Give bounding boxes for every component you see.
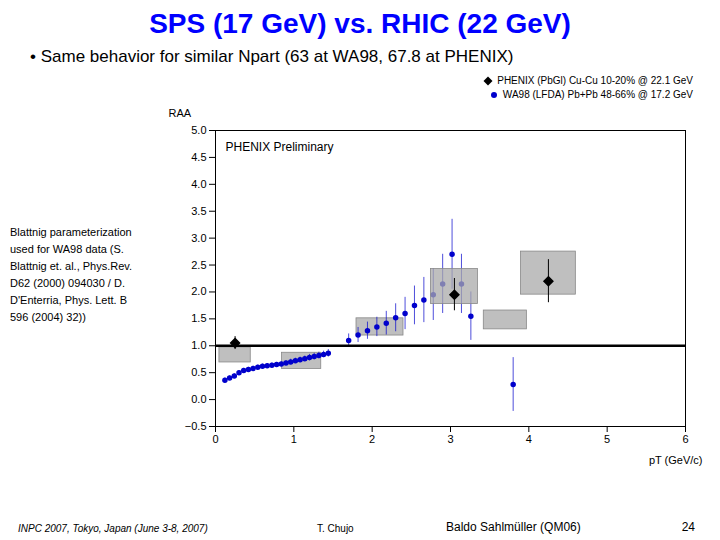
svg-text:2: 2 xyxy=(369,433,375,445)
svg-text:5: 5 xyxy=(604,433,610,445)
html-text:PHENIX (PbGl) Cu-Cu 10-20% @ 2: PHENIX (PbGl) Cu-Cu 10-20% @ 22.1 GeV xyxy=(497,75,693,86)
svg-text:4: 4 xyxy=(526,433,532,445)
svg-text:3.5: 3.5 xyxy=(191,205,206,217)
html-text:Baldo Sahlmüller (QM06): Baldo Sahlmüller (QM06) xyxy=(446,520,581,534)
svg-text:1.0: 1.0 xyxy=(191,339,206,351)
svg-text:0: 0 xyxy=(212,433,218,445)
html-text:T. Chujo: T. Chujo xyxy=(317,523,354,534)
svg-text:0.5: 0.5 xyxy=(191,366,206,378)
svg-text:1.5: 1.5 xyxy=(191,312,206,324)
svg-text:4.5: 4.5 xyxy=(191,151,206,163)
svg-text:6: 6 xyxy=(682,433,688,445)
svg-text:5.0: 5.0 xyxy=(191,124,206,136)
svg-text:PHENIX Preliminary: PHENIX Preliminary xyxy=(226,140,334,154)
svg-text:3.0: 3.0 xyxy=(191,232,206,244)
html-text:INPC 2007, Tokyo, Japan (June: INPC 2007, Tokyo, Japan (June 3-8, 2007) xyxy=(18,523,208,534)
html-text:24: 24 xyxy=(681,520,695,534)
svg-text:−0.5: −0.5 xyxy=(185,420,207,432)
svg-text:4.0: 4.0 xyxy=(191,178,206,190)
svg-text:RAA: RAA xyxy=(169,107,192,119)
svg-text:2.5: 2.5 xyxy=(191,259,206,271)
svg-text:3: 3 xyxy=(447,433,453,445)
html-text:• Same behavior for similar Np: • Same behavior for similar Npart (63 at… xyxy=(30,47,514,66)
svg-text:0.0: 0.0 xyxy=(191,393,206,405)
html-text:SPS (17 GeV) vs. RHIC (22 GeV): SPS (17 GeV) vs. RHIC (22 GeV) xyxy=(149,8,571,39)
svg-text:pT (GeV/c): pT (GeV/c) xyxy=(649,454,703,466)
svg-text:1: 1 xyxy=(291,433,297,445)
html-text:WA98 (LFDA) Pb+Pb 48-66% @ 17.: WA98 (LFDA) Pb+Pb 48-66% @ 17.2 GeV xyxy=(502,89,693,100)
svg-text:2.0: 2.0 xyxy=(191,285,206,297)
html-text:Blattnig parameterization used: Blattnig parameterization used for WA98 … xyxy=(10,226,133,323)
